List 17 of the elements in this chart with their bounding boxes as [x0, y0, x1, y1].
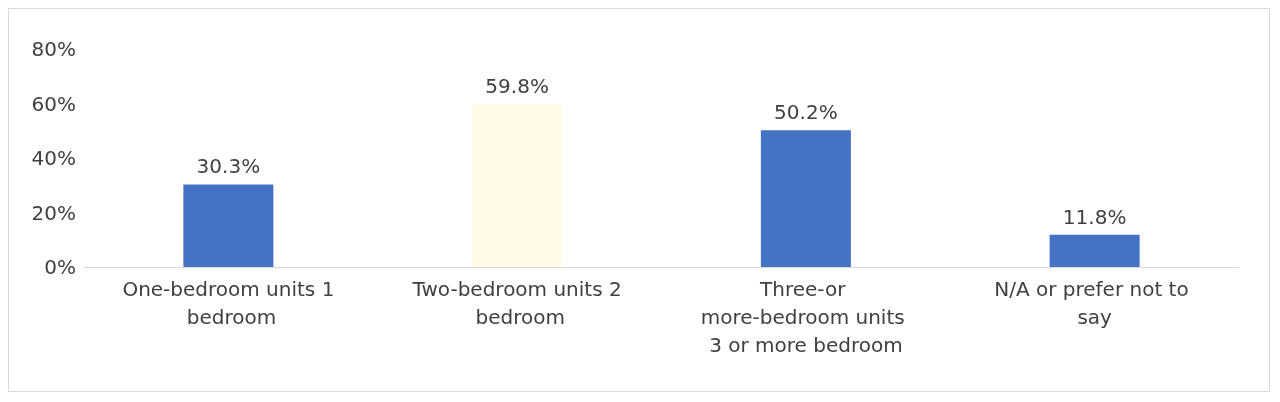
data-label: 50.2%: [774, 100, 838, 125]
x-tick-label: Three-or more-bedroom units 3 or more bedroom: [700, 277, 912, 357]
y-tick-label: 40%: [31, 146, 76, 170]
bar: [760, 130, 851, 267]
bar: [1049, 234, 1140, 267]
y-tick-label: 60%: [31, 91, 76, 116]
y-tick-label: 0%: [44, 255, 76, 279]
bar: [183, 184, 274, 267]
y-tick-label: 20%: [31, 200, 76, 225]
data-label: 11.8%: [1062, 204, 1127, 229]
x-tick-label: N/A or prefer not to say: [994, 277, 1196, 329]
x-tick-label: One-bedroom units 1 bedroom: [122, 277, 335, 329]
data-label: 59.8%: [485, 74, 549, 99]
y-tick-label: 80%: [31, 37, 76, 61]
bar: [472, 104, 563, 267]
x-tick-label: Two-bedroom units 2 bedroom: [411, 277, 622, 329]
data-label: 30.3%: [196, 154, 261, 179]
